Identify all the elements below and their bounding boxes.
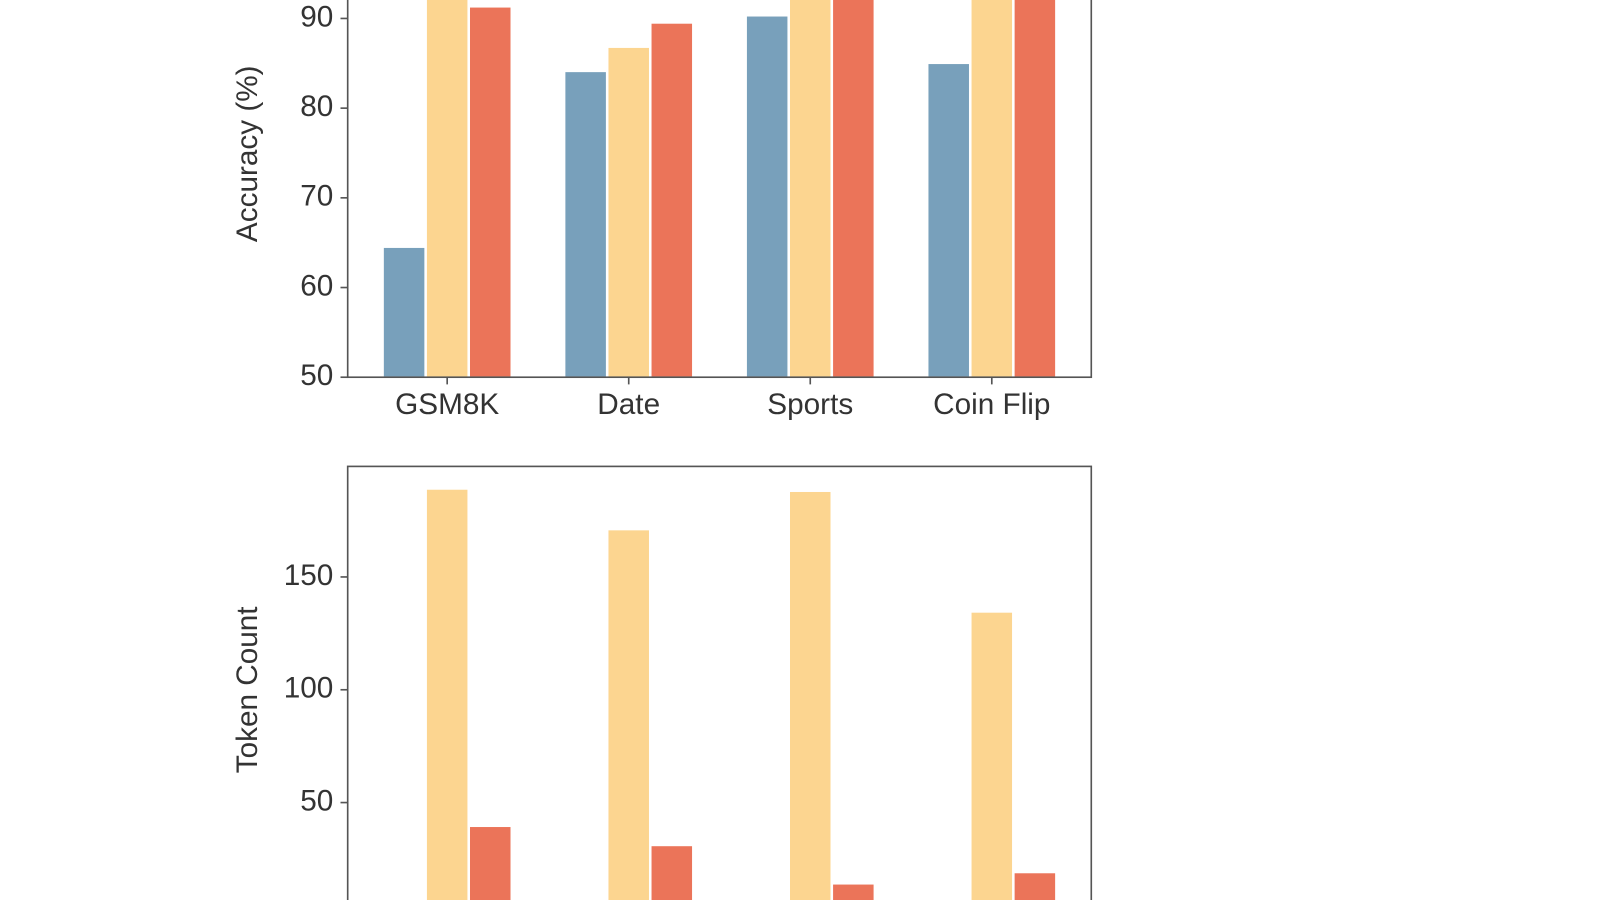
bar [649,844,694,900]
plot-frame [346,0,1093,379]
x-tick-label: Coin Flip [933,388,1050,421]
bar [1013,871,1057,900]
bar [969,0,1014,378]
bar [606,46,651,378]
bar [382,246,426,378]
y-tick-label: 50 [300,784,333,817]
y-tick-label: 50 [300,359,333,392]
bar [1013,0,1057,378]
y-axis-label: Accuracy (%) [231,65,264,242]
bar [788,490,833,900]
bar [468,6,513,378]
bar [788,0,833,378]
y-tick-label: 100 [284,672,334,705]
y-tick-label: 0 [317,897,334,900]
bar [563,70,608,378]
bar [649,22,694,378]
bar [831,0,876,378]
y-tick-label: 80 [300,90,333,123]
bar [969,611,1014,900]
bar [425,488,469,900]
y-tick-label: 90 [300,0,333,33]
plot-frame [346,465,1093,900]
x-tick-label: Sports [767,388,853,421]
bar [606,528,651,900]
bar [745,14,789,378]
bar [425,0,469,378]
y-tick-label: 60 [300,269,333,302]
y-axis-label: Token Count [231,606,264,774]
bar [468,825,513,900]
bar [926,62,971,378]
bar [831,883,876,900]
y-tick-label: 70 [300,180,333,213]
y-tick-label: 150 [284,559,334,592]
x-tick-label: GSM8K [395,388,499,421]
x-tick-label: Date [597,388,660,421]
